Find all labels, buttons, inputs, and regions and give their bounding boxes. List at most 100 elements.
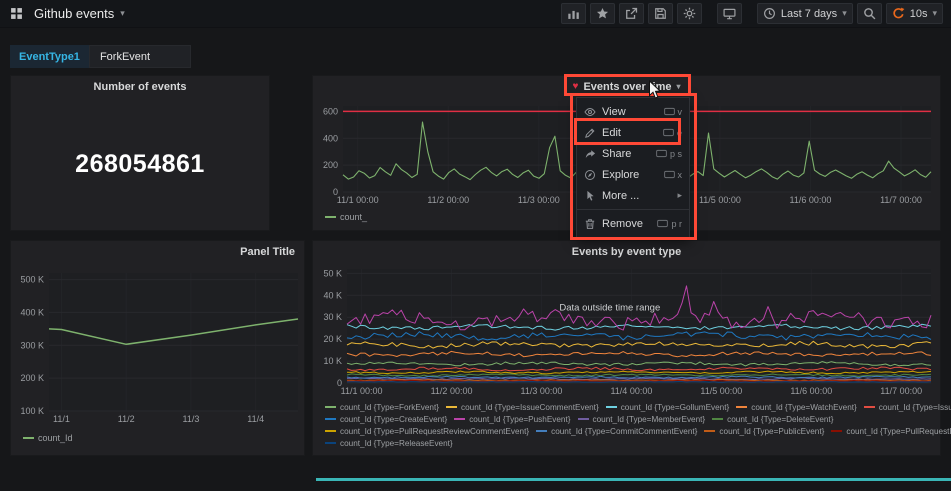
- keycap-icon: [663, 107, 675, 116]
- compass-icon: [585, 169, 595, 180]
- series-color-dash: [712, 418, 724, 420]
- legend-label: count_Id {Type=WatchEvent}: [751, 402, 857, 412]
- legend-row: count_Id {Type=PullRequestReviewCommentE…: [325, 425, 951, 437]
- menu-item-share[interactable]: Share p s: [577, 143, 689, 164]
- svg-text:11/2 00:00: 11/2 00:00: [427, 195, 469, 205]
- legend-item[interactable]: count_Id {Type=CreateEvent}: [325, 415, 447, 424]
- series-color-dash: [325, 430, 336, 432]
- chevron-down-icon: ▾: [932, 8, 937, 18]
- keycap-icon: [663, 170, 675, 179]
- grid-icon: [11, 8, 22, 19]
- svg-text:600: 600: [323, 106, 338, 116]
- svg-text:11/5 00:00: 11/5 00:00: [700, 386, 742, 396]
- save-button[interactable]: [647, 3, 673, 24]
- cursor-icon: [587, 190, 594, 201]
- svg-text:40 K: 40 K: [323, 290, 342, 300]
- dashboards-grid-icon[interactable]: [8, 5, 25, 22]
- legend-item[interactable]: count_Id {Type=IssuesEvent}: [863, 403, 951, 412]
- refresh-button[interactable]: 10s ▾: [885, 3, 943, 24]
- share-icon: [626, 7, 638, 19]
- events-by-event-type-chart: 11/1 00:00 11/2 00:00 11/3 00:00 11/4 00:00…: [323, 268, 932, 396]
- svg-text:11/3 00:00: 11/3 00:00: [518, 195, 560, 205]
- svg-text:100 K: 100 K: [20, 406, 44, 416]
- legend-item[interactable]: count_Id {Type=PublicEvent}: [704, 427, 824, 436]
- legend-item[interactable]: count_Id {Type=DeleteEvent}: [712, 415, 833, 424]
- time-range-picker-button[interactable]: Last 7 days ▾: [756, 3, 853, 24]
- share-button[interactable]: [618, 3, 644, 24]
- svg-text:11/3: 11/3: [183, 414, 200, 424]
- legend-row: count_Id {Type=ReleaseEvent}: [325, 437, 951, 449]
- variable-value-dropdown[interactable]: ForkEvent: [88, 45, 191, 68]
- legend-item[interactable]: count_Id {Type=IssueCommentEvent}: [446, 403, 599, 412]
- legend-item[interactable]: count_Id {Type=PushEvent}: [454, 415, 571, 424]
- series-color-dash: [577, 418, 589, 420]
- svg-text:11/5 00:00: 11/5 00:00: [699, 195, 741, 205]
- svg-text:20 K: 20 K: [323, 334, 342, 344]
- panel-title-number-of-events[interactable]: Number of events: [11, 76, 269, 98]
- svg-text:0: 0: [333, 187, 338, 197]
- legend-item[interactable]: count_Id {Type=PullRequestReviewCommentE…: [325, 427, 529, 436]
- chevron-down-icon: ▾: [842, 8, 847, 18]
- time-zoom-out-button[interactable]: [856, 3, 882, 24]
- panel-title-text: Number of events: [93, 81, 187, 93]
- star-button[interactable]: [589, 3, 615, 24]
- add-panel-button[interactable]: [560, 3, 586, 24]
- svg-text:11/3 00:00: 11/3 00:00: [521, 386, 563, 396]
- menu-item-explore[interactable]: Explore x: [577, 164, 689, 185]
- tv-mode-button[interactable]: [716, 3, 742, 24]
- panel-title-text: Events over time: [583, 81, 672, 93]
- legend-label: count_Id {Type=GollumEvent}: [620, 402, 730, 412]
- svg-text:50 K: 50 K: [323, 268, 342, 278]
- panel-title-panel-title[interactable]: Panel Title: [11, 241, 304, 263]
- keycap-icon: [656, 149, 667, 158]
- panel-title-events-by-event-type[interactable]: Events by event type: [313, 241, 940, 263]
- legend-item[interactable]: count_Id {Type=PullRequestEvent}: [831, 427, 951, 436]
- shortcut-hint: x: [663, 169, 682, 180]
- legend-label: count_Id {Type=DeleteEvent}: [727, 414, 834, 424]
- clock-icon: [763, 8, 775, 19]
- menu-item-label: View: [602, 105, 626, 118]
- svg-text:11/4: 11/4: [247, 414, 264, 424]
- panel-context-menu: View v Edit e Share p s Explore x More ... ▸ Remov…: [576, 97, 690, 238]
- template-variables: EventType1 ForkEvent: [10, 45, 191, 68]
- svg-text:11/6 00:00: 11/6 00:00: [790, 386, 832, 396]
- menu-item-label: Explore: [602, 168, 640, 181]
- legend-item[interactable]: count_Id {Type=MemberEvent}: [577, 415, 705, 424]
- svg-text:300 K: 300 K: [20, 340, 44, 350]
- settings-icon: [683, 7, 696, 20]
- series-color-dash: [446, 406, 457, 408]
- refresh-interval-label: 10s: [909, 7, 928, 20]
- dashboard-title-dropdown[interactable]: Github events ▾: [34, 6, 125, 21]
- legend-item[interactable]: count_Id: [23, 433, 73, 443]
- legend-events-by-event-type: count_Id {Type=ForkEvent} count_Id {Type=…: [325, 401, 951, 449]
- svg-text:30 K: 30 K: [323, 312, 342, 322]
- menu-item-remove[interactable]: Remove p r: [577, 213, 689, 234]
- legend-item[interactable]: count_Id {Type=ForkEvent}: [325, 403, 439, 412]
- menu-item-edit[interactable]: Edit e: [577, 122, 689, 143]
- series-color-dash: [325, 418, 336, 420]
- series-color-dash: [325, 406, 336, 408]
- panel-title-events-over-time[interactable]: ♥ Events over time ▾: [313, 76, 940, 98]
- panel-panel-title: Panel Title 11/1 11/2 11/3 11/4 100 K 200 K 30…: [10, 240, 305, 456]
- settings-button[interactable]: [676, 3, 702, 24]
- svg-text:11/1 00:00: 11/1 00:00: [337, 195, 379, 205]
- legend-item[interactable]: count_Id {Type=GollumEvent}: [605, 402, 730, 412]
- legend-events-over-time: count_: [325, 212, 367, 222]
- menu-item-view[interactable]: View v: [577, 101, 689, 122]
- legend-item[interactable]: count_Id {Type=CommitCommentEvent}: [536, 427, 697, 436]
- legend-item[interactable]: count_Id {Type=WatchEvent}: [736, 403, 857, 412]
- panel-number-of-events: Number of events 268054861: [10, 75, 270, 231]
- legend-item[interactable]: count_: [325, 212, 367, 222]
- svg-text:11/7 00:00: 11/7 00:00: [880, 195, 922, 205]
- legend-item[interactable]: count_Id {Type=ReleaseEvent}: [325, 439, 453, 448]
- series-color-dash: [704, 430, 716, 432]
- series-color-dash: [23, 437, 34, 439]
- svg-text:10 K: 10 K: [323, 356, 342, 366]
- chevron-down-icon: ▾: [120, 8, 125, 18]
- legend-label: count_Id {Type=ReleaseEvent}: [340, 438, 453, 448]
- time-range-label: Last 7 days: [780, 7, 838, 20]
- search-icon: [863, 8, 876, 20]
- horizontal-scrollbar[interactable]: [316, 478, 951, 481]
- menu-item-more[interactable]: More ... ▸: [577, 185, 689, 206]
